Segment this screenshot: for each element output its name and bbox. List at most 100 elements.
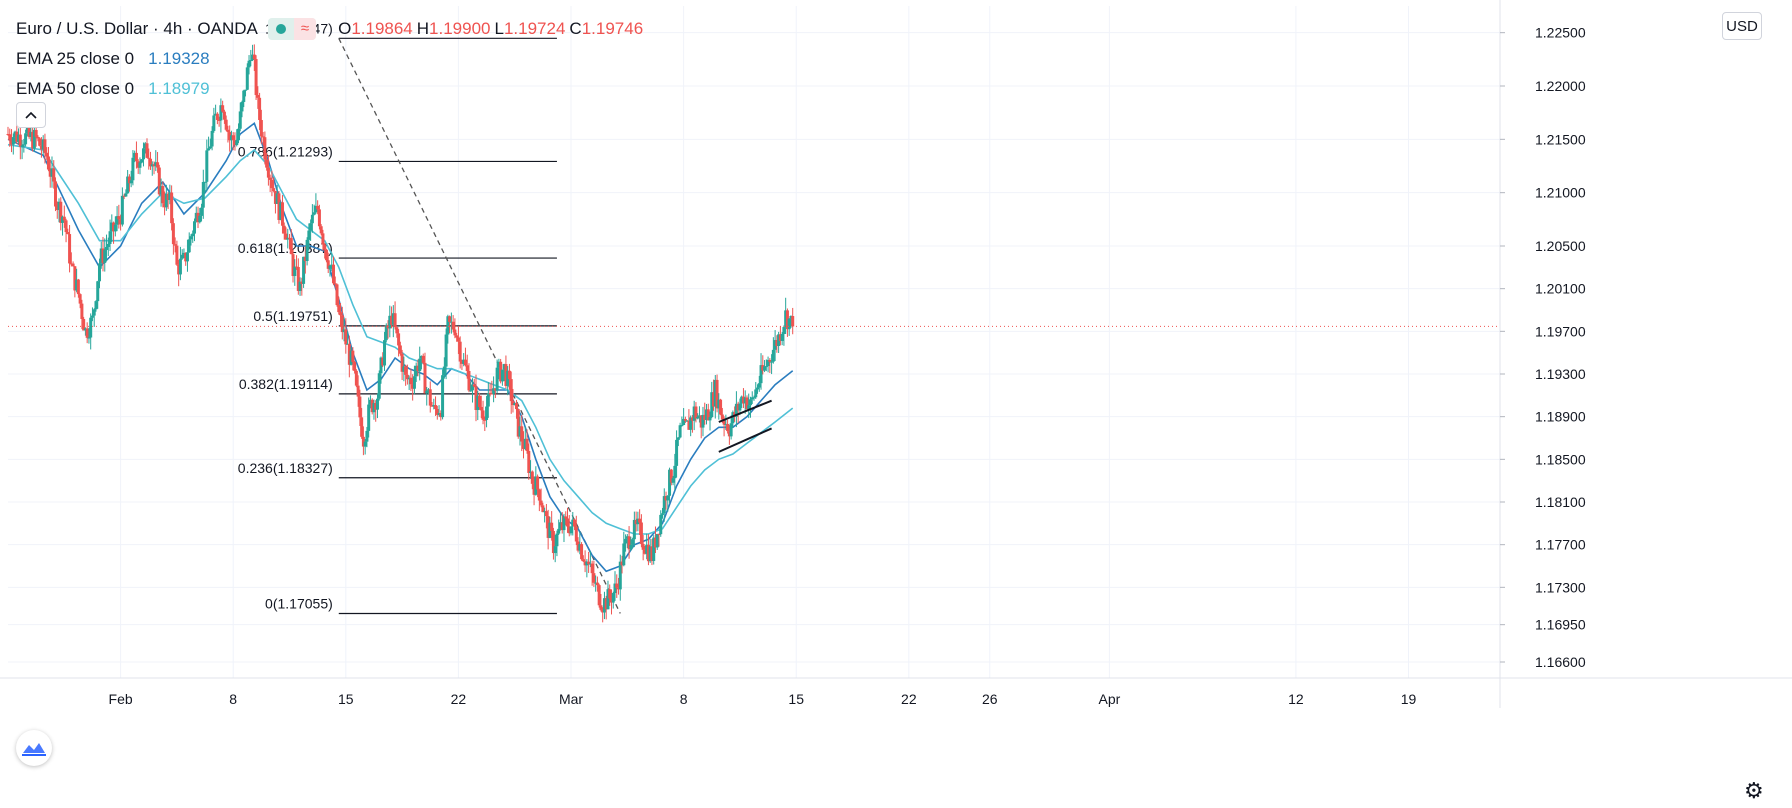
candle-body (643, 549, 647, 554)
candle-body (678, 425, 682, 438)
candle-body (488, 393, 492, 395)
candle-body (295, 266, 299, 268)
candle-body (6, 134, 10, 135)
legend-ema50-row[interactable]: EMA 50 close 0 1.18979 (16, 74, 643, 104)
candle-body (414, 365, 418, 377)
price-tick-label: 1.22000 (1535, 78, 1586, 94)
candle-body (242, 90, 246, 102)
candle-body (124, 193, 128, 197)
candle-body (360, 417, 364, 437)
currency-button[interactable]: USD (1722, 12, 1762, 40)
candle-body (470, 384, 474, 391)
candle-body (99, 248, 103, 264)
triangle-trend-line (718, 399, 772, 423)
candle-body (309, 223, 313, 231)
candle-body (736, 403, 740, 411)
symbol-title[interactable]: Euro / U.S. Dollar · 4h · OANDA (16, 19, 258, 38)
candle-body (680, 425, 684, 427)
candle-body (580, 544, 584, 560)
candle-body (478, 395, 482, 407)
candle-body (337, 305, 341, 313)
candle-body (757, 383, 761, 388)
fib-level-label: 0.618(1.20387) (238, 240, 333, 256)
candle-body (469, 390, 473, 392)
fib-level-label: 0.236(1.18327) (238, 460, 333, 476)
candle-body (397, 333, 401, 346)
candle-body (275, 193, 279, 204)
candle-body (683, 418, 687, 421)
candle-body (479, 406, 483, 411)
collapse-legend-button[interactable] (16, 102, 46, 128)
candle-body (400, 353, 404, 372)
candle-body (108, 231, 112, 244)
tradingview-logo-icon[interactable] (16, 730, 52, 766)
candle-body (710, 392, 714, 418)
candle-body (365, 430, 369, 442)
candle-body (222, 111, 226, 120)
candle-body (55, 206, 59, 211)
candle-body (321, 233, 325, 245)
candle-body (82, 318, 86, 331)
candle-body (726, 423, 730, 432)
candle-body (624, 538, 628, 544)
wave-icon: ≈ (293, 18, 317, 40)
candle-body (456, 337, 460, 342)
candle-body (113, 224, 117, 232)
candle-body (344, 329, 348, 345)
candle-body (427, 389, 431, 391)
ohlc-value: 1.19724 (503, 19, 566, 38)
candle-body (228, 132, 232, 141)
candle-body (748, 399, 752, 406)
candle-body (252, 54, 256, 60)
candle-body (178, 258, 182, 275)
candle-body (423, 362, 427, 394)
time-tick-label: 15 (338, 691, 354, 707)
market-status-pill[interactable]: ≈ (267, 18, 317, 40)
candle-body (326, 260, 330, 269)
candle-body (453, 329, 457, 336)
time-tick-label: 8 (229, 691, 237, 707)
candle-body (641, 543, 645, 550)
candle-body (756, 387, 760, 390)
candle-body (474, 386, 478, 410)
candle-body (740, 396, 744, 404)
candle-body (727, 431, 731, 437)
candle-body (544, 511, 548, 517)
candle-body (163, 203, 167, 208)
candle-body (430, 405, 434, 407)
candle-body (548, 522, 552, 538)
candle-body (159, 186, 163, 195)
candle-body (363, 441, 367, 447)
candle-body (639, 522, 643, 544)
candle-body (175, 245, 179, 265)
candle-body (483, 419, 487, 421)
candle-body (669, 469, 673, 483)
candle-body (296, 267, 300, 291)
candle-body (745, 397, 749, 410)
candle-body (374, 403, 378, 410)
candle-body (733, 412, 737, 417)
candle-body (411, 384, 415, 389)
candle-body (458, 341, 462, 362)
legend-ema25-row[interactable]: EMA 25 close 0 1.19328 (16, 44, 643, 74)
candle-body (219, 105, 223, 121)
candle-body (613, 583, 617, 594)
candle-body (442, 366, 446, 376)
candle-body (562, 516, 566, 531)
candle-body (527, 450, 531, 473)
candle-body (73, 266, 77, 291)
candle-body (617, 587, 621, 590)
candle-body (22, 144, 26, 146)
candle-body (785, 310, 789, 330)
candle-body (588, 563, 592, 565)
price-tick-label: 1.19700 (1535, 323, 1586, 339)
candle-body (217, 119, 221, 121)
candle-body (448, 316, 452, 322)
candle-body (581, 559, 585, 562)
ema25-value: 1.19328 (148, 49, 210, 68)
candle-body (522, 441, 526, 449)
candle-body (451, 321, 455, 330)
candle-body (85, 328, 89, 338)
gear-icon[interactable]: ⚙ (1744, 778, 1764, 803)
